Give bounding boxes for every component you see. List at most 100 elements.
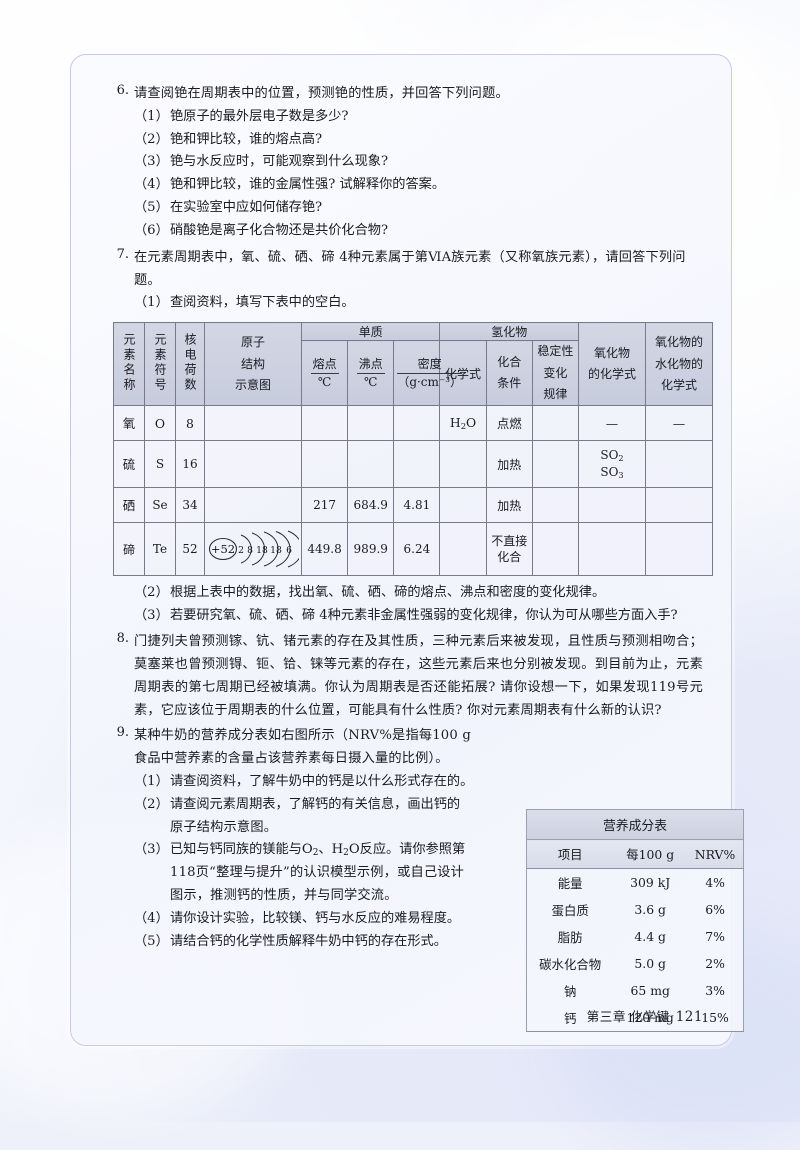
sub-label: （3） [134, 842, 169, 858]
cell-melting: 449.8 [300, 522, 349, 577]
table-row: 碳水化合物 5.0 g 2% [527, 950, 744, 977]
question-6-sub-3: （3） 铯与水反应时，可能观察到什么现象? [134, 151, 703, 174]
nutrition-value: 120 mg [613, 1004, 688, 1032]
cell-stability [531, 522, 580, 577]
question-9-sub-3: （3） 已知与钙同族的镁能与O2、H2O反应。请你参照第 [134, 839, 703, 862]
th-oxide-formula: 氧化物 的化学式 [578, 322, 646, 407]
nutrition-th-item: 项目 [526, 839, 614, 869]
svg-text:18: 18 [256, 545, 268, 556]
nutrition-value: 5.0 g [634, 956, 666, 971]
cell-stability [531, 487, 580, 524]
sub-text: 请查阅元素周期表，了解钙的有关信息，画出钙的 [170, 796, 461, 812]
cell-hydroxide [645, 487, 713, 524]
cell-charge: 34 [175, 487, 205, 524]
question-7: 7. 在元素周期表中，氧、硫、硒、碲 4种元素属于第ⅥA族元素（又称氧族元素），… [111, 247, 703, 315]
sub-text: 查阅资料，填写下表中的空白。 [170, 295, 355, 311]
nutrition-facts-table: 营养成分表 项目 每100 g NRV% 能量 309 kJ 4% [526, 809, 744, 1032]
question-9-stem-line-1: 某种牛奶的营养成分表如右图所示（NRV%是指每100 g [134, 728, 472, 744]
table-row: 钠 65 mg 3% [527, 977, 744, 1004]
th-boiling-point: 沸点 ℃ [347, 340, 395, 407]
th-nuclear-charge: 核电荷数 [175, 322, 205, 407]
cell-name: 碲 [113, 522, 145, 577]
question-9-stem-line-2: 食品中营养素的含量占该营养素每日摄入量的比例）。 [134, 751, 449, 767]
svg-text:+52: +52 [211, 542, 235, 556]
cell-boiling: 989.9 [347, 522, 395, 577]
cell-formula [439, 440, 487, 489]
sub-text: 已知与钙同族的镁能与O2、H2O反应。请你参照第 [170, 842, 466, 859]
question-6-sub-1: （1） 铯原子的最外层电子数是多少? [134, 106, 703, 129]
question-9-sub-2-line-2: 原子结构示意图。 [170, 819, 278, 835]
sub-text: 若要研究氧、硫、硒、碲 4种元素非金属性强弱的变化规律，你认为可从哪些方面入手? [170, 608, 678, 624]
question-7-number: 7. [116, 246, 129, 262]
question-6-sub-2: （2） 铯和钾比较，谁的熔点高? [134, 129, 703, 152]
question-9-sub-5: （5） 请结合钙的化学性质解释牛奶中钙的存在形式。 [134, 931, 703, 954]
cell-oxide [578, 487, 646, 524]
cell-symbol: S [144, 440, 176, 489]
footer-chapter-label: 第三章 化学键 [586, 1009, 670, 1024]
sub-text: 铯和钾比较，谁的熔点高? [170, 131, 323, 147]
question-9: 9. 某种牛奶的营养成分表如右图所示（NRV%是指每100 g 食品中营养素的含… [111, 725, 703, 953]
nutrition-th-nrv: NRV% [687, 839, 744, 869]
question-6-stem: 请查阅铯在周期表中的位置，预测铯的性质，并回答下列问题。 [134, 86, 509, 101]
question-6-sub-4: （4） 铯和钾比较，谁的金属性强? 试解释你的答案。 [134, 174, 703, 197]
th-atomic-structure: 原子 结构 示意图 [204, 322, 302, 407]
question-7-sub-1: （1） 查阅资料，填写下表中的空白。 [134, 292, 703, 315]
th-melting-point: 熔点 ℃ [300, 340, 349, 407]
textbook-page: 6. 请查阅铯在周期表中的位置，预测铯的性质，并回答下列问题。 （1） 铯原子的… [70, 54, 744, 1046]
sub-text: 铯和钾比较，谁的金属性强? 试解释你的答案。 [170, 177, 446, 193]
sub-text: 请查阅资料，了解牛奶中的钙是以什么形式存在的。 [170, 773, 474, 789]
nutrition-item: 钙 [526, 1004, 614, 1032]
cell-name: 硫 [113, 440, 145, 489]
table-row: 能量 309 kJ 4% [527, 869, 744, 897]
cell-hydroxide: — [645, 405, 713, 442]
cell-charge: 8 [175, 405, 205, 442]
table-row: 氧 O 8 H2O 点燃 — — [113, 405, 713, 442]
question-7-subs: （2） 根据上表中的数据，找出氧、硫、硒、碲的熔点、沸点和密度的变化规律。 （3… [111, 582, 703, 628]
sub-text: 请你设计实验，比较镁、钙与水反应的难易程度。 [170, 910, 461, 926]
question-9-sub-2: （2） 请查阅元素周期表，了解钙的有关信息，画出钙的 [134, 794, 703, 817]
cell-hydroxide [645, 440, 713, 489]
table-row: 蛋白质 3.6 g 6% [527, 896, 744, 923]
question-8-stem: 门捷列夫曾预测镓、钪、锗元素的存在及其性质，三种元素后来被发现，且性质与预测相吻… [134, 634, 703, 718]
sub-text: 在实验室中应如何储存铯? [170, 200, 323, 216]
sub-text: 铯与水反应时，可能观察到什么现象? [170, 154, 389, 170]
table-row: 硫 S 16 加热 SO2 SO3 [113, 440, 713, 489]
cell-name: 硒 [113, 487, 145, 524]
th-hydroxide-formula: 氧化物的 水化物的 化学式 [645, 322, 713, 407]
sub-label: （5） [134, 933, 169, 949]
table-row: 碲 Te 52 +52 [113, 522, 713, 577]
cell-formula [439, 522, 487, 577]
nutrition-value: 4.4 g [634, 929, 666, 944]
nutrition-item: 能量 [557, 875, 583, 891]
question-7-sub-2: （2） 根据上表中的数据，找出氧、硫、硒、碲的熔点、沸点和密度的变化规律。 [134, 582, 703, 605]
th-element-name: 元素名称 [113, 322, 145, 407]
question-9-sub-4: （4） 请你设计实验，比较镁、钙与水反应的难易程度。 [134, 908, 703, 931]
sub-label: （1） [134, 108, 169, 124]
cell-melting [300, 440, 349, 489]
page-content: 6. 请查阅铯在周期表中的位置，预测铯的性质，并回答下列问题。 （1） 铯原子的… [111, 83, 744, 1032]
cell-condition: 加热 [485, 440, 533, 489]
cell-structure [204, 405, 302, 442]
cell-oxide: — [578, 405, 646, 442]
cell-symbol: O [144, 405, 176, 442]
cell-structure: +52 2 8 18 [204, 522, 302, 577]
cell-melting: 217 [300, 487, 349, 524]
table-row: 脂肪 4.4 g 7% [527, 923, 744, 950]
sub-label: （1） [134, 295, 169, 311]
element-properties-table: 元素名称 元素符号 核电荷数 原子 结构 示意图 单质 氢化物 氧化物 的化学式 [113, 322, 713, 577]
cell-boiling [347, 405, 395, 442]
cell-charge: 16 [175, 440, 205, 489]
sub-label: （3） [134, 154, 169, 170]
sub-text: 铯原子的最外层电子数是多少? [170, 108, 349, 124]
th-chemical-formula: 化学式 [439, 340, 487, 407]
nutrition-nrv: 15% [687, 1004, 744, 1032]
nutrition-nrv: 3% [705, 983, 725, 998]
page-footer: 第三章 化学键 121 [587, 1006, 703, 1025]
cell-density [393, 440, 441, 489]
cell-oxide [578, 522, 646, 577]
nutrition-th-per100g: 每100 g [613, 839, 688, 869]
question-6-sub-6: （6） 硝酸铯是离子化合物还是共价化合物? [134, 220, 703, 243]
svg-text:18: 18 [270, 545, 282, 556]
table-row: 硒 Se 34 217 684.9 4.81 加热 [113, 487, 713, 524]
sub-text: 硝酸铯是离子化合物还是共价化合物? [170, 222, 389, 238]
